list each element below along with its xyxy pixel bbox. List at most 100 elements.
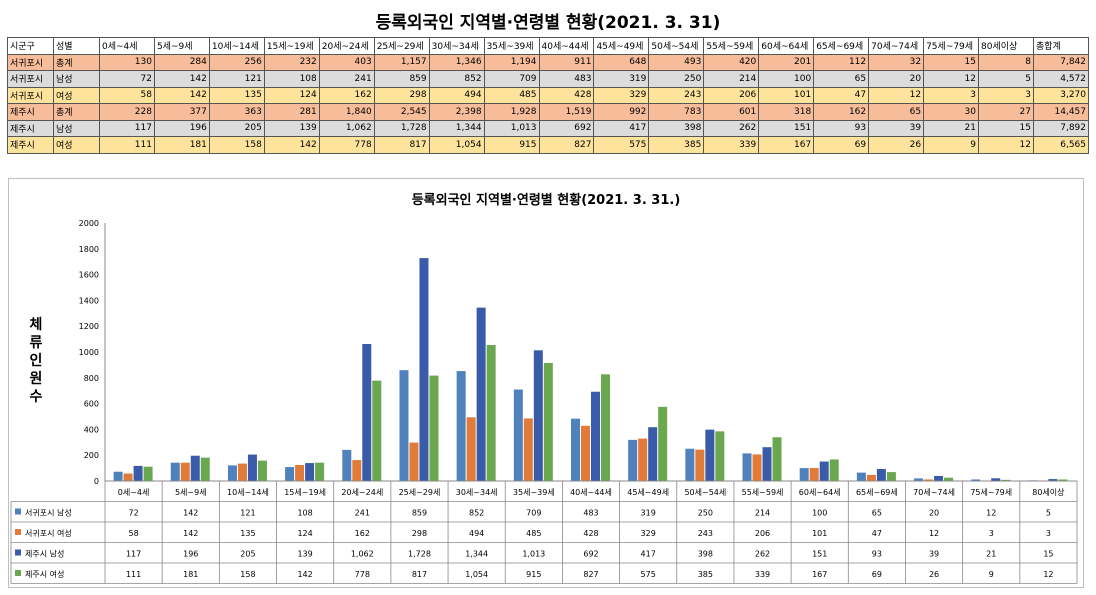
value-cell: 377 [153,103,210,121]
bar [523,418,533,481]
data-label: 3 [1046,529,1051,538]
table-row: 서귀포시 총계 130 284 256 232 403 1,157 1,346 1,194 911 6… [7,53,1090,71]
data-label: 111 [126,570,141,579]
value-cell: 124 [263,86,320,104]
bar [237,463,247,481]
bar [133,465,143,481]
bar [315,462,325,481]
data-label: 859 [412,509,427,518]
bar [533,350,543,481]
table-header-cell: 50세~54세 [648,37,705,55]
data-label: 575 [641,570,656,579]
value-cell: 65 [868,103,925,121]
value-cell: 12 [868,86,925,104]
legend-swatch [15,570,21,576]
value-cell: 47 [813,86,870,104]
data-label: 483 [583,509,598,518]
value-cell: 30 [923,103,979,121]
data-label: 319 [641,509,656,518]
value-cell: 130 [99,53,155,71]
y-tick-label: 1600 [79,271,99,280]
data-label: 1,054 [465,570,488,579]
value-cell: 101 [758,86,815,104]
value-cell: 318 [758,103,815,121]
value-cell: 117 [99,119,155,137]
value-cell: 483 [538,70,595,88]
value-cell: 151 [758,119,815,137]
value-cell: 6,565 [1032,136,1090,154]
region-cell: 서귀포시 [7,53,54,71]
bar [571,418,580,481]
bar [257,460,267,481]
value-cell: 142 [153,70,210,88]
data-label: 58 [128,529,138,538]
data-label: 214 [755,509,770,518]
y-axis-label-char: 류 [30,335,43,351]
data-label: 135 [240,529,255,538]
data-label: 1,062 [351,550,374,559]
value-cell: 12 [923,70,979,88]
bar [866,474,876,481]
data-label: 494 [469,529,484,538]
table-header-cell: 55세~59세 [703,37,760,55]
bar [399,370,409,481]
data-label: 1,728 [408,550,431,559]
value-cell: 162 [318,86,375,104]
data-label: 151 [812,550,827,559]
value-cell: 108 [263,70,320,88]
value-cell: 228 [99,103,155,121]
x-tick-label: 45세~49세 [627,488,669,497]
data-label: 417 [641,550,656,559]
bar [227,465,237,481]
table-row: 서귀포시 남성 72 142 121 108 241 859 852 709 483 319 250 21… [7,70,1090,88]
bar [886,472,896,481]
data-label: 250 [698,509,713,518]
bar [914,478,924,481]
table-header-cell: 75세~79세 [923,37,979,55]
table-header-cell: 시군구 [7,37,54,55]
table-header-cell: 15세~19세 [263,37,320,55]
data-label: 181 [183,570,198,579]
table-header-row: 시군구 성별 0세~4세 5세~9세 10세~14세 15세~19세 20세~24세 25세~… [7,37,1090,55]
bar [342,449,352,481]
value-cell: 1,013 [483,119,540,137]
gender-cell: 여성 [53,86,100,104]
bar [1048,479,1058,481]
bar [772,437,782,481]
value-cell: 363 [208,103,265,121]
value-cell: 329 [593,86,650,104]
bar [123,473,133,481]
data-label: 47 [872,529,882,538]
value-cell: 915 [483,136,540,154]
region-cell: 제주시 [7,136,54,154]
value-cell: 575 [593,136,650,154]
value-cell: 992 [593,103,650,121]
value-cell: 709 [483,70,540,88]
bar [295,465,305,481]
data-label: 485 [526,529,541,538]
value-cell: 3 [923,86,979,104]
y-axis-label-char: 체 [30,317,43,333]
value-cell: 139 [263,119,320,137]
value-cell: 167 [758,136,815,154]
value-cell: 911 [538,53,595,71]
value-cell: 494 [428,86,485,104]
value-cell: 493 [648,53,705,71]
bar [285,467,295,481]
bar [1058,479,1068,481]
gender-cell: 총계 [53,103,100,121]
value-cell: 778 [318,136,375,154]
value-cell: 403 [318,53,375,71]
data-label: 69 [872,570,882,579]
value-cell: 339 [703,136,760,154]
value-cell: 135 [208,86,265,104]
gender-cell: 남성 [53,70,100,88]
value-cell: 3,270 [1032,86,1090,104]
y-tick-label: 1800 [79,245,99,254]
table-header-cell: 45세~49세 [593,37,650,55]
bar [409,442,419,481]
region-cell: 제주시 [7,119,54,137]
value-cell: 15 [978,119,1034,137]
x-tick-label: 20세~24세 [341,488,383,497]
table-header-cell: 60세~64세 [758,37,815,55]
